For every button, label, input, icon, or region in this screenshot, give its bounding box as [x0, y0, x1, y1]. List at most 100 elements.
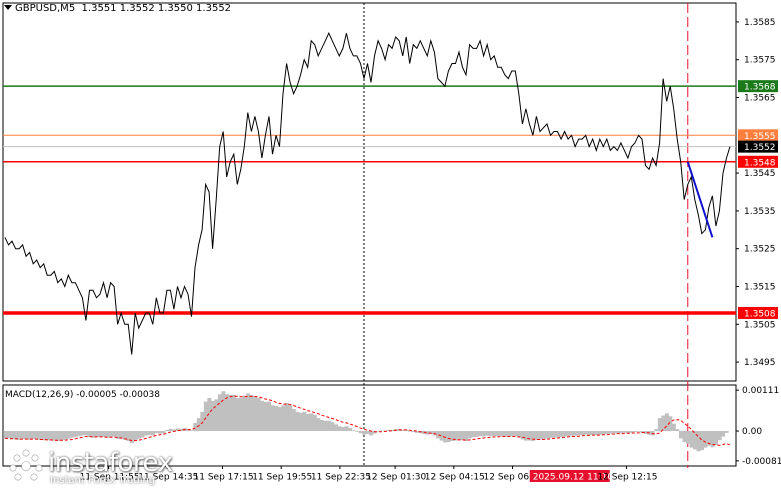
macd-histogram-bar — [524, 431, 529, 441]
macd-histogram-bar — [337, 426, 342, 432]
macd-histogram-bar — [517, 431, 521, 438]
macd-histogram-bar — [580, 431, 585, 436]
y-tick-label: 1.3585 — [744, 18, 776, 28]
macd-histogram-bar — [154, 431, 159, 434]
macd-histogram-bar — [601, 431, 606, 435]
macd-histogram-bar — [678, 431, 683, 439]
macd-signal-line — [5, 395, 731, 446]
macd-histogram-bar — [270, 405, 275, 432]
macd-histogram-bar — [615, 431, 620, 434]
macd-histogram-bar — [573, 431, 578, 436]
macd-histogram-bar — [467, 431, 472, 439]
macd-histogram-bar — [379, 430, 384, 432]
macd-histogram-bar — [696, 431, 701, 452]
macd-panel-frame — [2, 384, 737, 467]
macd-histogram-bar — [221, 391, 226, 432]
macd-histogram-bar — [48, 431, 53, 441]
price-level-badge — [738, 306, 778, 319]
macd-histogram-bar — [70, 431, 75, 438]
macd-histogram-bar — [98, 431, 103, 437]
macd-histogram-bar — [485, 431, 490, 436]
macd-histogram-bar — [594, 431, 599, 436]
x-tick-label: 11 Sep 14:35 — [138, 473, 198, 483]
price-level-label: 1.3568 — [744, 83, 776, 93]
macd-histogram-bar — [661, 415, 666, 432]
macd-histogram-bar — [80, 431, 85, 436]
macd-histogram-bar — [478, 431, 483, 437]
macd-histogram-bar — [196, 418, 201, 432]
macd-histogram-bar — [700, 431, 705, 451]
current-price-badge — [738, 140, 778, 153]
macd-histogram-bar — [710, 431, 715, 448]
macd-histogram-bar — [305, 414, 310, 432]
macd-histogram-bar — [253, 396, 258, 432]
macd-histogram-bar — [17, 431, 22, 440]
macd-histogram-bar — [126, 431, 131, 441]
macd-histogram-bar — [263, 401, 268, 432]
macd-histogram-bar — [707, 431, 712, 446]
macd-histogram-bar — [151, 431, 155, 436]
macd-histogram-bar — [256, 397, 261, 432]
macd-histogram-bar — [45, 431, 50, 441]
macd-histogram-bar — [101, 431, 106, 437]
macd-histogram-bar — [619, 431, 624, 434]
macd-histogram-bar — [351, 430, 356, 432]
macd-histogram-bar — [105, 431, 110, 438]
macd-histogram-bar — [6, 431, 11, 439]
macd-histogram-bar — [548, 431, 553, 439]
macd-histogram-bar — [626, 431, 631, 434]
macd-histogram-bar — [84, 431, 89, 436]
macd-histogram-bar — [73, 431, 78, 437]
macd-histogram-bar — [429, 431, 434, 434]
macd-histogram-bar — [52, 431, 57, 441]
macd-histogram-bar — [376, 431, 381, 432]
macd-histogram-bar — [460, 431, 465, 441]
macd-histogram-bar — [119, 431, 124, 439]
macd-histogram-bar — [34, 431, 39, 440]
macd-histogram-bar — [576, 431, 581, 436]
symbol-dropdown-icon[interactable] — [4, 5, 12, 10]
x-highlight-badge — [529, 470, 610, 482]
macd-histogram-bar — [657, 418, 662, 432]
macd-histogram-bar — [232, 394, 236, 432]
price-level-label: 1.3555 — [744, 132, 776, 142]
macd-histogram-bar — [583, 431, 588, 435]
y-tick-label: 1.3545 — [744, 169, 776, 179]
y-tick-label: 1.3535 — [744, 207, 776, 217]
macd-histogram-bar — [587, 431, 592, 436]
macd-histogram-bar — [3, 431, 8, 439]
x-tick-label: 12 Sep 12:15 — [597, 473, 657, 483]
x-tick-label: 2025.09.12 11:10 — [533, 473, 614, 483]
price-level-label: 1.3508 — [744, 309, 776, 319]
x-tick-label: 11 Sep 19:55 — [252, 473, 312, 483]
macd-histogram-bar — [140, 431, 145, 438]
current-price-label: 1.3552 — [744, 143, 776, 153]
macd-histogram-bar — [453, 431, 458, 441]
macd-histogram-bar — [545, 431, 550, 439]
macd-histogram-bar — [538, 431, 543, 440]
macd-histogram-bar — [228, 394, 233, 432]
macd-histogram-bar — [115, 431, 120, 440]
macd-histogram-bar — [510, 431, 514, 437]
macd-histogram-bar — [203, 401, 208, 432]
macd-histogram-bar — [566, 431, 571, 437]
macd-histogram-bar — [217, 394, 222, 432]
macd-histogram-bar — [436, 431, 441, 439]
x-tick-label: 11 Sep 17:15 — [194, 473, 254, 483]
macd-histogram-bar — [87, 431, 92, 437]
macd-histogram-bar — [277, 407, 282, 432]
macd-histogram-bar — [499, 431, 504, 437]
macd-histogram-bar — [457, 431, 462, 440]
macd-histogram-bar — [63, 431, 67, 440]
macd-histogram-bar — [721, 431, 726, 437]
macd-scale-label: 0.00 — [742, 427, 762, 437]
y-tick-label: 1.3565 — [744, 94, 776, 104]
macd-histogram-bar — [355, 431, 360, 432]
macd-histogram-bar — [531, 431, 536, 441]
macd-histogram-bar — [56, 431, 60, 441]
macd-histogram-bar — [298, 412, 303, 432]
macd-histogram-bar — [179, 428, 184, 432]
macd-histogram-bar — [640, 431, 645, 433]
